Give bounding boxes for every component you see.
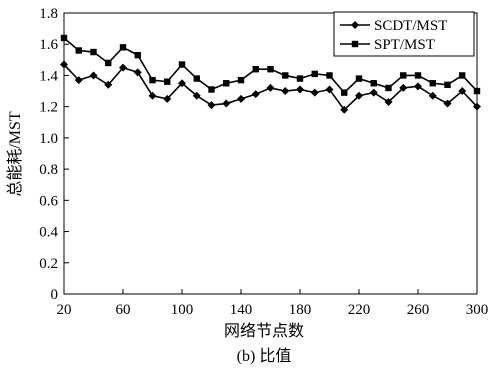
data-point: [281, 87, 290, 96]
data-point: [325, 85, 334, 94]
plot-frame: [63, 12, 478, 295]
data-point: [119, 44, 127, 51]
data-point: [385, 84, 392, 92]
data-point: [444, 81, 451, 89]
data-point: [326, 72, 333, 79]
data-point: [148, 91, 157, 100]
data-point: [133, 68, 142, 77]
y-tick-label: 0.4: [39, 225, 58, 241]
data-point: [149, 76, 156, 84]
data-point: [119, 63, 127, 72]
data-point: [443, 99, 452, 108]
data-point: [105, 59, 112, 67]
x-tick-label: 180: [289, 302, 312, 318]
series-spt-mst: [60, 34, 481, 96]
y-tick-label: 1.6: [39, 37, 58, 53]
data-point: [266, 83, 275, 92]
data-point: [429, 80, 436, 87]
y-tick-label: 1.8: [39, 6, 58, 22]
y-tick-label: 0.2: [39, 256, 58, 272]
legend-box: [333, 11, 475, 57]
data-point: [134, 51, 141, 59]
data-point: [252, 66, 259, 73]
data-point: [178, 61, 186, 68]
data-point: [473, 87, 481, 95]
x-tick-label: 20: [57, 302, 72, 318]
x-tick-label: 140: [230, 302, 253, 318]
data-point: [296, 85, 304, 94]
series-layer: [60, 34, 481, 114]
legend: SCDT/MST SPT/MST: [333, 11, 475, 57]
data-point: [311, 70, 318, 78]
axes: 0 0.2 0.4 0.6 0.8 1.0 1.2 1.4 1.6 1.8 20 60 100 140 18…: [39, 6, 488, 318]
y-tick-label: 1.0: [39, 131, 58, 147]
data-point: [296, 75, 304, 82]
x-tick-label: 260: [407, 302, 430, 318]
data-point: [74, 76, 83, 85]
legend-marker: [351, 40, 359, 48]
data-point: [164, 78, 171, 85]
data-point: [355, 91, 363, 100]
legend-label: SCDT/MST: [374, 18, 447, 34]
data-point: [60, 34, 68, 42]
y-tick-label: 0.8: [39, 162, 58, 178]
data-point: [222, 99, 231, 108]
data-point: [237, 76, 245, 84]
data-point: [163, 94, 172, 103]
x-tick-label: 220: [348, 302, 371, 318]
data-point: [251, 90, 260, 99]
y-tick-label: 0: [51, 287, 59, 303]
data-point: [384, 97, 393, 106]
x-axis-title: 网络节点数: [224, 321, 304, 340]
x-tick-label: 60: [116, 302, 131, 318]
data-point: [341, 89, 348, 96]
data-point: [104, 80, 113, 89]
data-point: [399, 83, 408, 92]
data-point: [414, 82, 422, 91]
data-point: [207, 101, 216, 110]
chart-caption: (b) 比值: [237, 347, 292, 365]
data-point: [369, 88, 378, 97]
data-point: [237, 94, 245, 103]
data-point: [267, 66, 274, 73]
data-point: [89, 71, 98, 80]
data-point: [60, 60, 68, 69]
y-axis-title: 总能耗/MST: [6, 111, 24, 197]
data-point: [459, 72, 466, 79]
legend-marker: [351, 21, 359, 29]
data-point: [473, 102, 481, 111]
y-tick-label: 1.2: [39, 100, 58, 116]
data-point: [414, 72, 422, 79]
data-point: [340, 105, 349, 114]
data-point: [428, 91, 437, 100]
data-point: [282, 72, 289, 79]
y-tick-label: 0.6: [39, 193, 58, 209]
data-point: [400, 72, 407, 79]
y-tick-label: 1.4: [39, 68, 58, 84]
data-point: [193, 75, 200, 82]
data-point: [223, 80, 230, 87]
data-point: [310, 88, 319, 97]
data-point: [370, 80, 377, 87]
data-point: [75, 47, 82, 54]
data-point: [178, 79, 186, 88]
x-tick-label: 100: [171, 302, 194, 318]
series-scdt-mst: [60, 60, 481, 114]
data-point: [458, 87, 467, 96]
data-point: [90, 48, 97, 56]
data-point: [192, 91, 201, 100]
x-tick-label: 300: [466, 302, 489, 318]
legend-label: SPT/MST: [374, 37, 435, 53]
data-point: [208, 86, 215, 93]
data-point: [355, 75, 363, 82]
